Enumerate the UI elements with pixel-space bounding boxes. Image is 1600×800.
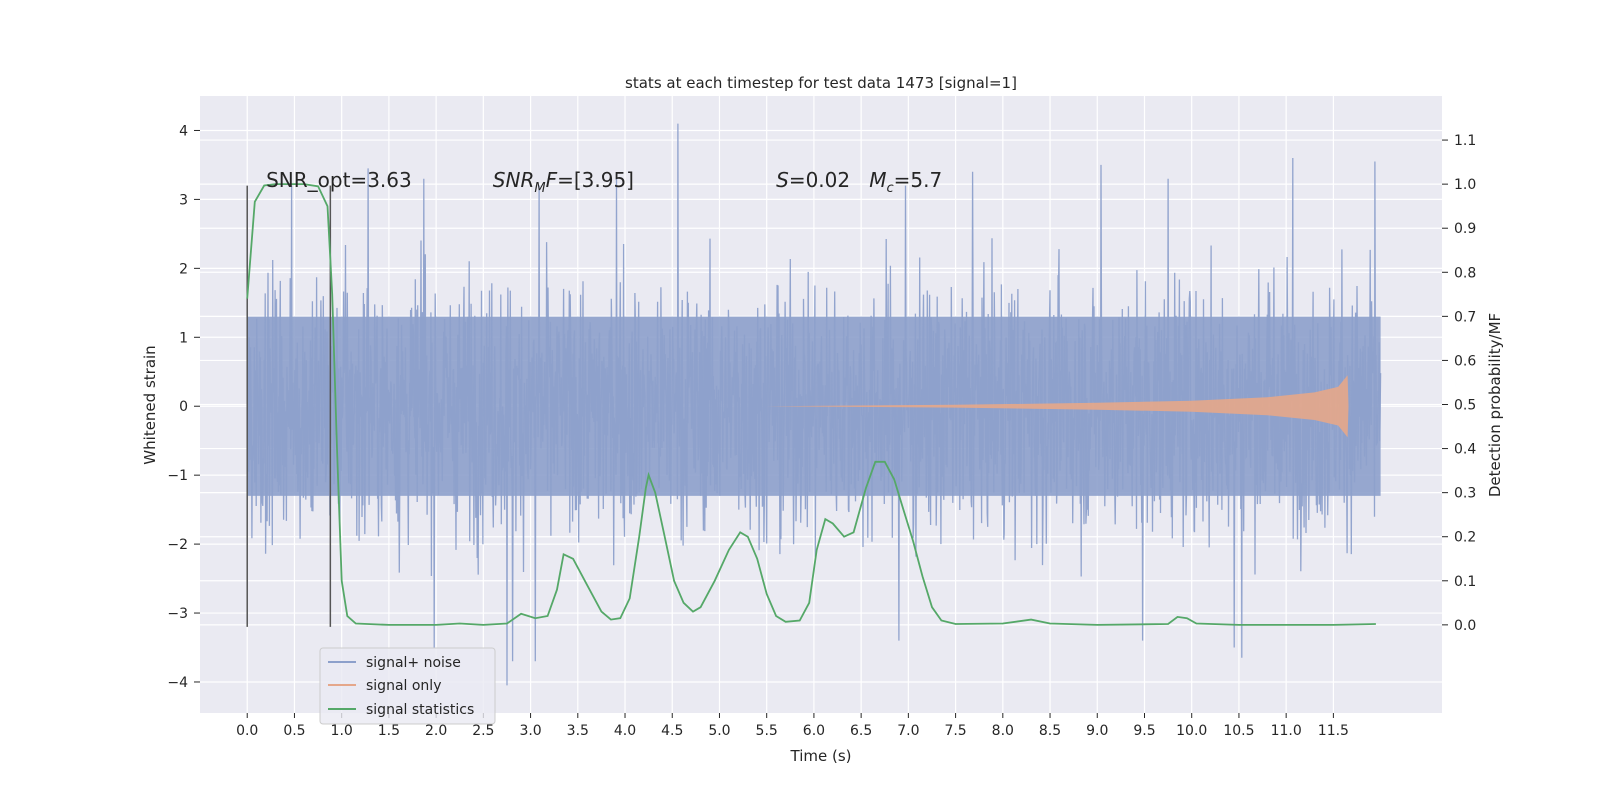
x-tick-label: 4.0 bbox=[614, 723, 636, 739]
y-left-tick-label: 3 bbox=[179, 192, 188, 208]
annotation-s-mc: S=0.02 Mc=5.7 bbox=[776, 168, 942, 196]
x-tick-label: 8.0 bbox=[992, 723, 1014, 739]
y-right-tick-label: 0.9 bbox=[1454, 221, 1476, 237]
x-tick-label: 7.5 bbox=[944, 723, 966, 739]
legend-label-signal-only: signal only bbox=[366, 678, 441, 694]
x-tick-label: 11.0 bbox=[1271, 723, 1302, 739]
y-right-tick-label: 0.1 bbox=[1454, 574, 1476, 590]
y-right-tick-label: 0.7 bbox=[1454, 309, 1476, 325]
x-tick-label: 10.5 bbox=[1223, 723, 1254, 739]
y-axis-right-label: Detection probability/MF bbox=[1486, 313, 1504, 497]
x-tick-label: 3.0 bbox=[519, 723, 541, 739]
x-tick-label: 4.5 bbox=[661, 723, 683, 739]
y-axis-left-ticks: 4 3 2 1 0 −1 −2 −3 −4 bbox=[167, 123, 200, 691]
y-left-tick-label: 4 bbox=[179, 123, 188, 139]
signal-only-envelope bbox=[766, 375, 1349, 438]
x-tick-label: 6.0 bbox=[803, 723, 825, 739]
y-right-tick-label: 1.0 bbox=[1454, 177, 1476, 193]
y-left-tick-label: −3 bbox=[167, 606, 188, 622]
legend: signal+ noise signal only signal statist… bbox=[319, 647, 496, 725]
x-tick-label: 3.5 bbox=[567, 723, 589, 739]
y-left-tick-label: 1 bbox=[179, 330, 188, 346]
noise-line bbox=[246, 123, 1382, 686]
x-tick-label: 2.5 bbox=[472, 723, 494, 739]
y-left-tick-label: 0 bbox=[179, 399, 188, 415]
y-right-tick-label: 0.0 bbox=[1454, 618, 1476, 634]
chart-title: stats at each timestep for test data 147… bbox=[625, 74, 1017, 92]
x-tick-label: 8.5 bbox=[1039, 723, 1061, 739]
legend-frame bbox=[319, 647, 496, 725]
y-left-tick-label: 2 bbox=[179, 261, 188, 277]
y-left-tick-label: −4 bbox=[167, 675, 188, 691]
y-left-tick-label: −2 bbox=[167, 537, 188, 553]
series-signal-statistics bbox=[246, 183, 1376, 626]
y-right-tick-label: 0.4 bbox=[1454, 442, 1476, 458]
x-tick-label: 1.0 bbox=[331, 723, 353, 739]
x-tick-label: 0.5 bbox=[283, 723, 305, 739]
series-signal-only bbox=[766, 375, 1349, 438]
annotations: SNR_opt=3.63 SNRMF=[3.95] S=0.02 Mc=5.7 bbox=[266, 168, 942, 196]
x-tick-label: 2.0 bbox=[425, 723, 447, 739]
x-axis-label: Time (s) bbox=[790, 747, 852, 765]
y-right-tick-label: 0.8 bbox=[1454, 265, 1476, 281]
x-axis-ticks: 0.0 0.5 1.0 1.5 2.0 2.5 3.0 3.5 4.0 4.5 5.0 5.5 6.0 6… bbox=[236, 713, 1349, 739]
y-right-tick-label: 0.6 bbox=[1454, 353, 1476, 369]
x-tick-label: 6.5 bbox=[850, 723, 872, 739]
x-tick-label: 5.0 bbox=[708, 723, 730, 739]
x-tick-label: 9.5 bbox=[1133, 723, 1155, 739]
x-tick-label: 9.0 bbox=[1086, 723, 1108, 739]
y-right-tick-label: 0.2 bbox=[1454, 530, 1476, 546]
annotation-snr-opt: SNR_opt=3.63 bbox=[266, 168, 412, 192]
y-right-tick-label: 0.5 bbox=[1454, 398, 1476, 414]
x-tick-label: 5.5 bbox=[756, 723, 778, 739]
legend-label-signal-statistics: signal statistics bbox=[366, 702, 474, 718]
y-right-tick-label: 0.3 bbox=[1454, 486, 1476, 502]
x-tick-label: 7.0 bbox=[897, 723, 919, 739]
y-axis-right-ticks: 1.1 1.0 0.9 0.8 0.7 0.6 0.5 0.4 0.3 0.2 0.1 0.0 bbox=[1442, 133, 1476, 634]
legend-label-signal-noise: signal+ noise bbox=[366, 655, 461, 671]
x-tick-label: 0.0 bbox=[236, 723, 258, 739]
y-axis-left-label: Whitened strain bbox=[141, 345, 159, 464]
y-right-tick-label: 1.1 bbox=[1454, 133, 1476, 149]
statistics-line bbox=[246, 183, 1376, 626]
y-left-tick-label: −1 bbox=[167, 468, 188, 484]
x-tick-label: 10.0 bbox=[1176, 723, 1207, 739]
x-tick-label: 1.5 bbox=[378, 723, 400, 739]
x-tick-label: 11.5 bbox=[1318, 723, 1349, 739]
annotation-snr-mf: SNRMF=[3.95] bbox=[493, 168, 634, 196]
